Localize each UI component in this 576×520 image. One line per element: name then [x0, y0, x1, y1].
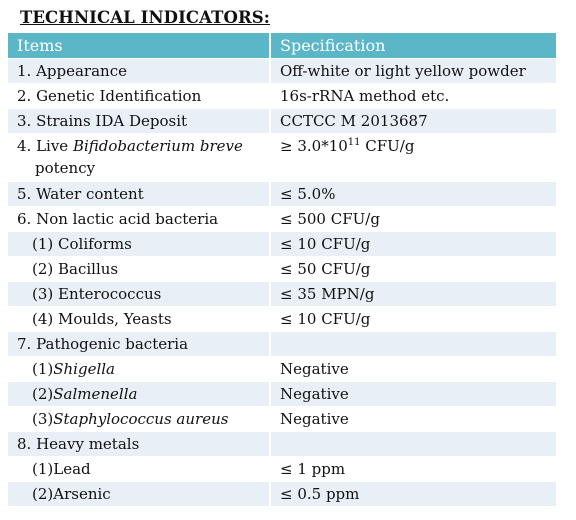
item-cell: (4) Moulds, Yeasts	[8, 306, 271, 332]
item-suffix: potency	[35, 159, 96, 177]
table-row: 4. Live Bifidobacterium breve potency ≥ 3…	[8, 133, 556, 182]
spec-cell: ≤ 50 CFU/g	[270, 256, 556, 282]
table-row: (2) Bacillus ≤ 50 CFU/g	[8, 256, 556, 282]
spec-cell: ≤ 1 ppm	[270, 456, 556, 482]
item-prefix: (3)	[32, 410, 54, 428]
spec-cell: ≥ 3.0*1011 CFU/g	[270, 133, 556, 182]
spec-cell: CCTCC M 2013687	[270, 108, 556, 134]
item-cell: 5. Water content	[8, 181, 271, 207]
spec-cell	[270, 331, 556, 357]
table-row: 6. Non lactic acid bacteria ≤ 500 CFU/g	[8, 206, 556, 232]
item-prefix: (1)	[32, 360, 54, 378]
item-cell: (2)Salmenella	[8, 381, 271, 407]
spec-cell: ≤ 0.5 ppm	[270, 481, 556, 506]
spec-cell: ≤ 10 CFU/g	[270, 231, 556, 257]
item-cell: (1)Lead	[8, 456, 271, 482]
table-row: 1. Appearance Off-white or light yellow …	[8, 58, 556, 84]
table-row: 2. Genetic Identification 16s-rRNA metho…	[8, 83, 556, 109]
table-row: 7. Pathogenic bacteria	[8, 331, 556, 357]
spec-cell: ≤ 5.0%	[270, 181, 556, 207]
technical-indicators-table: Items Specification 1. Appearance Off-wh…	[8, 33, 556, 506]
item-cell: (3)Staphylococcus aureus	[8, 406, 271, 432]
spec-cell: ≤ 500 CFU/g	[270, 206, 556, 232]
item-italic: Shigella	[53, 360, 116, 378]
item-cell: 3. Strains IDA Deposit	[8, 108, 271, 134]
spec-cell: 16s-rRNA method etc.	[270, 83, 556, 109]
spec-exponent: 11	[347, 137, 361, 148]
item-cell: 6. Non lactic acid bacteria	[8, 206, 271, 232]
item-cell: 1. Appearance	[8, 58, 271, 84]
item-cell: (1)Shigella	[8, 356, 271, 382]
spec-cell: Negative	[270, 381, 556, 407]
table-row: (4) Moulds, Yeasts ≤ 10 CFU/g	[8, 306, 556, 332]
spec-base: ≥ 3.0*10	[280, 137, 348, 155]
table-row: 3. Strains IDA Deposit CCTCC M 2013687	[8, 108, 556, 134]
item-cell: 8. Heavy metals	[8, 431, 271, 457]
item-italic: Salmenella	[53, 385, 138, 403]
item-prefix: (2)	[32, 385, 54, 403]
spec-cell: ≤ 10 CFU/g	[270, 306, 556, 332]
header-specification: Specification	[270, 33, 556, 59]
spec-cell: Negative	[270, 406, 556, 432]
table-row: 5. Water content ≤ 5.0%	[8, 181, 556, 207]
table-row: (1)Lead ≤ 1 ppm	[8, 456, 556, 482]
table-row: (1)Shigella Negative	[8, 356, 556, 382]
table-row: (1) Coliforms ≤ 10 CFU/g	[8, 231, 556, 257]
item-cell: 4. Live Bifidobacterium breve potency	[8, 133, 271, 182]
header-items: Items	[8, 33, 271, 59]
item-prefix: 4. Live	[17, 137, 73, 155]
spec-cell: Negative	[270, 356, 556, 382]
table-row: (3) Enterococcus ≤ 35 MPN/g	[8, 281, 556, 307]
spec-cell	[270, 431, 556, 457]
item-cell: (1) Coliforms	[8, 231, 271, 257]
item-cell: 2. Genetic Identification	[8, 83, 271, 109]
table-row: (3)Staphylococcus aureus Negative	[8, 406, 556, 432]
item-italic: Bifidobacterium breve	[72, 137, 243, 155]
item-cell: (3) Enterococcus	[8, 281, 271, 307]
spec-unit: CFU/g	[360, 137, 415, 155]
spec-cell: Off-white or light yellow powder	[270, 58, 556, 84]
table-row: (2)Salmenella Negative	[8, 381, 556, 407]
page-title: TECHNICAL INDICATORS:	[20, 8, 270, 27]
table-row: 8. Heavy metals	[8, 431, 556, 457]
spec-cell: ≤ 35 MPN/g	[270, 281, 556, 307]
item-italic: Staphylococcus aureus	[53, 410, 229, 428]
table-row: (2)Arsenic ≤ 0.5 ppm	[8, 481, 556, 506]
table-header-row: Items Specification	[8, 33, 556, 59]
item-cell: (2)Arsenic	[8, 481, 271, 506]
item-cell: (2) Bacillus	[8, 256, 271, 282]
item-cell: 7. Pathogenic bacteria	[8, 331, 271, 357]
